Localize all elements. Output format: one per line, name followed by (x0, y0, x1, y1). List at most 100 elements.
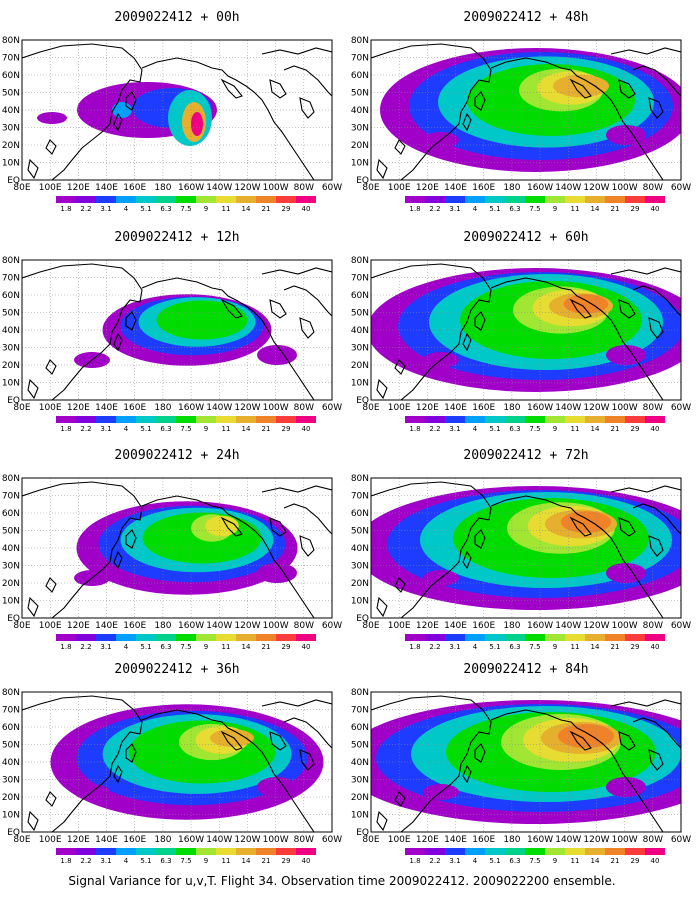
coastline (610, 47, 681, 55)
longitude-label: 160E (123, 403, 146, 413)
colorbar-label: 40 (651, 643, 660, 651)
coastline (632, 717, 681, 749)
colorbar-swatch (645, 634, 665, 641)
coastline (269, 731, 287, 751)
latitude-label: 80N (2, 474, 20, 484)
latitude-label: 70N (2, 54, 20, 64)
longitude-label: 80E (13, 835, 30, 845)
coastline (490, 495, 664, 618)
colorbar-swatch (296, 848, 316, 855)
latitude-label: 20N (351, 141, 369, 151)
longitude-label: 120W (583, 183, 609, 193)
longitude-label: 80W (294, 403, 314, 413)
latitude-label: 10N (2, 379, 20, 389)
coastline (261, 699, 332, 707)
coastline (45, 791, 57, 807)
map-area (370, 477, 682, 619)
colorbar-label: 5.1 (489, 205, 500, 213)
coastline (569, 78, 592, 99)
colorbar-swatch (445, 634, 465, 641)
latitude-label: 40N (2, 758, 20, 768)
longitude-label: 100W (612, 403, 638, 413)
colorbar-label: 11 (222, 857, 231, 865)
coastline (22, 481, 143, 618)
longitude-label: 100E (388, 621, 411, 631)
coastline (474, 91, 486, 111)
colorbar-label: 40 (651, 425, 660, 433)
coastlines (22, 695, 332, 832)
colorbar: 1.8 2.2 3.1 4 5.1 6.3 7.5 9 11 14 21 29 40 (405, 848, 665, 865)
longitude-label: 160W (178, 403, 204, 413)
colorbar-swatch (136, 634, 156, 641)
coastline (113, 332, 123, 352)
colorbar-label: 1.8 (60, 425, 71, 433)
colorbar-label: 21 (262, 205, 271, 213)
latitude-label: 80N (2, 36, 20, 46)
longitude-label: 180 (503, 403, 520, 413)
latitude-label: 40N (351, 758, 369, 768)
latitude-label: 20N (351, 793, 369, 803)
latitude-label: 10N (2, 597, 20, 607)
colorbar-swatch (545, 196, 565, 203)
colorbar-label: 14 (242, 643, 251, 651)
longitude-label: 80E (13, 403, 30, 413)
colorbar-label: 14 (242, 425, 251, 433)
colorbar-label: 6.3 (509, 205, 520, 213)
longitude-label: 120E (416, 621, 439, 631)
coastline (220, 730, 243, 751)
coastline (45, 359, 57, 375)
map-panel: 2009022412 + 24h 80N 70N 60N 50N 40N 30N 20N 10N… (2, 448, 342, 651)
colorbar-label: 11 (222, 643, 231, 651)
latitude-label: 30N (2, 124, 20, 134)
colorbar-swatch (505, 416, 525, 423)
latitude-label: 70N (351, 706, 369, 716)
longitude-label: 60W (322, 835, 342, 845)
longitude-label: 120E (416, 403, 439, 413)
latitude-label: 70N (2, 492, 20, 502)
coastline (269, 299, 287, 319)
colorbar-label: 21 (262, 425, 271, 433)
longitude-label: 160W (178, 183, 204, 193)
colorbar-swatch (276, 416, 296, 423)
coastline (618, 79, 636, 99)
colorbar-swatch (465, 634, 485, 641)
coastline (141, 495, 315, 618)
coastline (462, 764, 472, 784)
colorbar-swatch (565, 634, 585, 641)
colorbar-label: 6.3 (160, 857, 171, 865)
variance-contour (563, 294, 609, 314)
colorbar-swatch (405, 848, 425, 855)
longitude-label: 60W (322, 403, 342, 413)
variance-contour (560, 511, 612, 533)
latitude-label: EQ (7, 396, 20, 406)
map-frame (21, 259, 333, 401)
variance-contour (606, 345, 646, 365)
map-area (21, 691, 333, 833)
longitude-label: 180 (503, 835, 520, 845)
coastline (632, 65, 681, 97)
longitude-label: 60W (322, 621, 342, 631)
variance-contour (156, 300, 248, 340)
longitude-label: 180 (154, 183, 171, 193)
colorbar-swatch (445, 416, 465, 423)
coastline (376, 596, 388, 618)
colorbar: 1.8 2.2 3.1 4 5.1 6.3 7.5 9 11 14 21 29 40 (56, 634, 316, 651)
variance-contour (606, 777, 646, 797)
coastline (394, 577, 406, 593)
coastline (27, 158, 39, 180)
latitude-label: 50N (351, 527, 369, 537)
colorbar-swatch (216, 416, 236, 423)
coastline (648, 749, 664, 771)
colorbar-label: 2.2 (429, 643, 440, 651)
coastline (490, 277, 664, 400)
colorbar-label: 9 (553, 205, 557, 213)
map-panel: 2009022412 + 60h 80N 70N 60N 50N 40N 30N 20N 10N… (351, 230, 691, 433)
coastline (462, 332, 472, 352)
colorbar-label: 5.1 (140, 425, 151, 433)
longitude-label: 120E (67, 183, 90, 193)
colorbar-swatch (256, 416, 276, 423)
colorbar-swatch (585, 196, 605, 203)
colorbar-label: 5.1 (140, 205, 151, 213)
coastline (269, 517, 287, 537)
longitude-label: 140W (206, 183, 232, 193)
